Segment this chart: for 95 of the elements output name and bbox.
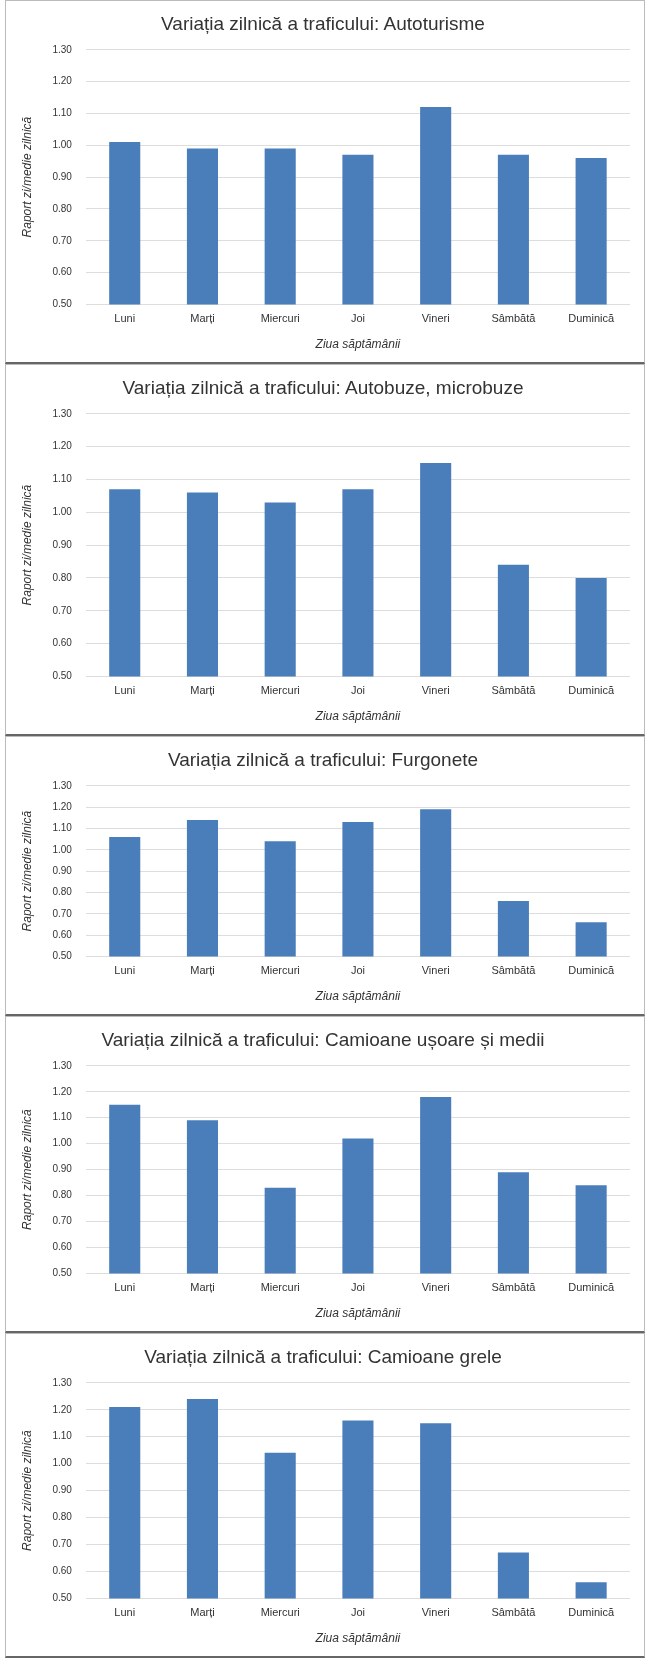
y-tick-label: 1.30 <box>52 779 73 791</box>
y-tick-label: 1.00 <box>52 139 73 151</box>
x-tick-label: Duminică <box>568 1281 615 1294</box>
y-axis-title: Raport zi/medie zilnică <box>19 116 34 238</box>
y-tick-label: 0.60 <box>52 1241 73 1253</box>
x-axis-title: Ziua săptămânii <box>314 709 401 724</box>
x-tick-label: Miercuri <box>260 1606 300 1619</box>
y-tick-label: 0.50 <box>52 298 73 310</box>
y-tick-label: 0.80 <box>52 202 73 214</box>
x-tick-label: Duminică <box>568 1606 615 1619</box>
y-axis-title: Raport zi/medie zilnică <box>19 1108 34 1230</box>
x-tick-label: Sâmbătă <box>491 312 537 325</box>
x-tick-label: Luni <box>114 312 136 325</box>
y-tick-label: 0.50 <box>52 950 73 962</box>
y-tick-label: 1.30 <box>52 43 73 55</box>
x-axis-title: Ziua săptămânii <box>314 989 401 1004</box>
y-tick-label: 0.90 <box>52 538 73 550</box>
y-tick-label: 0.80 <box>52 886 73 898</box>
y-tick-label: 0.70 <box>52 604 73 616</box>
x-tick-label: Miercuri <box>260 964 300 977</box>
y-tick-label: 1.10 <box>52 1430 73 1442</box>
y-tick-label: 1.10 <box>52 107 73 119</box>
x-tick-label: Miercuri <box>260 1281 300 1294</box>
x-tick-label: Joi <box>350 964 365 977</box>
x-tick-label: Sâmbătă <box>491 1606 537 1619</box>
y-axis-title: Raport zi/medie zilnică <box>19 810 34 932</box>
chart-title: Variația zilnică a traficului: Camioane ușoare și medii <box>101 1028 545 1050</box>
y-tick-label: 1.30 <box>52 1376 73 1388</box>
x-tick-label: Duminică <box>568 312 615 325</box>
x-tick-label: Miercuri <box>260 312 300 325</box>
x-tick-label: Joi <box>350 312 365 325</box>
x-tick-label: Luni <box>114 964 136 977</box>
y-tick-label: 1.00 <box>52 1137 73 1149</box>
y-tick-label: 0.60 <box>52 266 73 278</box>
y-tick-label: 1.10 <box>52 473 73 485</box>
y-tick-label: 0.80 <box>52 571 73 583</box>
x-axis-title: Ziua săptămânii <box>314 1631 401 1646</box>
x-tick-label: Marți <box>190 964 215 977</box>
y-tick-label: 0.60 <box>52 637 73 649</box>
y-tick-label: 0.70 <box>52 907 73 919</box>
y-tick-label: 1.00 <box>52 506 73 518</box>
y-tick-label: 1.30 <box>52 407 73 419</box>
x-tick-label: Luni <box>114 684 136 697</box>
y-tick-label: 1.20 <box>52 1085 73 1097</box>
y-tick-label: 0.70 <box>52 234 73 246</box>
x-tick-label: Marți <box>190 684 215 697</box>
y-tick-label: 0.70 <box>52 1215 73 1227</box>
x-tick-label: Vineri <box>421 684 450 697</box>
y-tick-label: 1.20 <box>52 800 73 812</box>
x-tick-label: Vineri <box>421 1606 450 1619</box>
y-tick-label: 0.50 <box>52 670 73 682</box>
chart-title: Variația zilnică a traficului: Camioane grele <box>144 1345 502 1367</box>
y-tick-label: 0.70 <box>52 1538 73 1550</box>
x-tick-label: Joi <box>350 1281 365 1294</box>
x-tick-label: Marți <box>190 1281 215 1294</box>
y-tick-label: 1.20 <box>52 1403 73 1415</box>
x-tick-label: Miercuri <box>260 684 300 697</box>
y-tick-label: 1.30 <box>52 1059 73 1071</box>
y-tick-label: 0.50 <box>52 1592 73 1604</box>
x-tick-label: Duminică <box>568 684 615 697</box>
y-tick-label: 1.00 <box>52 1457 73 1469</box>
x-tick-label: Joi <box>350 684 365 697</box>
chart-title: Variația zilnică a traficului: Autoturisme <box>161 12 485 34</box>
y-tick-label: 1.20 <box>52 440 73 452</box>
y-tick-label: 1.00 <box>52 843 73 855</box>
y-tick-label: 0.90 <box>52 864 73 876</box>
y-tick-label: 1.20 <box>52 75 73 87</box>
y-tick-label: 0.60 <box>52 928 73 940</box>
y-tick-label: 0.80 <box>52 1189 73 1201</box>
x-axis-title: Ziua săptămânii <box>314 1306 401 1321</box>
x-tick-label: Luni <box>114 1281 136 1294</box>
y-tick-label: 0.80 <box>52 1511 73 1523</box>
x-tick-label: Vineri <box>421 964 450 977</box>
y-axis-title: Raport zi/medie zilnică <box>19 484 34 606</box>
x-tick-label: Marți <box>190 312 215 325</box>
y-tick-label: 0.60 <box>52 1565 73 1577</box>
x-tick-label: Sâmbătă <box>491 684 537 697</box>
x-tick-label: Sâmbătă <box>491 1281 537 1294</box>
x-tick-label: Vineri <box>421 312 450 325</box>
chart-title: Variația zilnică a traficului: Autobuze, microbuze <box>122 376 524 398</box>
x-tick-label: Marți <box>190 1606 215 1619</box>
x-tick-label: Vineri <box>421 1281 450 1294</box>
y-tick-label: 1.10 <box>52 1111 73 1123</box>
x-tick-label: Duminică <box>568 964 615 977</box>
chart-title: Variația zilnică a traficului: Furgonete <box>167 748 479 770</box>
x-tick-label: Luni <box>114 1606 136 1619</box>
y-axis-title: Raport zi/medie zilnică <box>19 1429 34 1551</box>
y-tick-label: 0.90 <box>52 170 73 182</box>
x-tick-label: Sâmbătă <box>491 964 537 977</box>
x-tick-label: Joi <box>350 1606 365 1619</box>
x-axis-title: Ziua săptămânii <box>314 337 401 352</box>
y-tick-label: 0.50 <box>52 1267 73 1279</box>
y-tick-label: 1.10 <box>52 822 73 834</box>
y-tick-label: 0.90 <box>52 1484 73 1496</box>
y-tick-label: 0.90 <box>52 1163 73 1175</box>
